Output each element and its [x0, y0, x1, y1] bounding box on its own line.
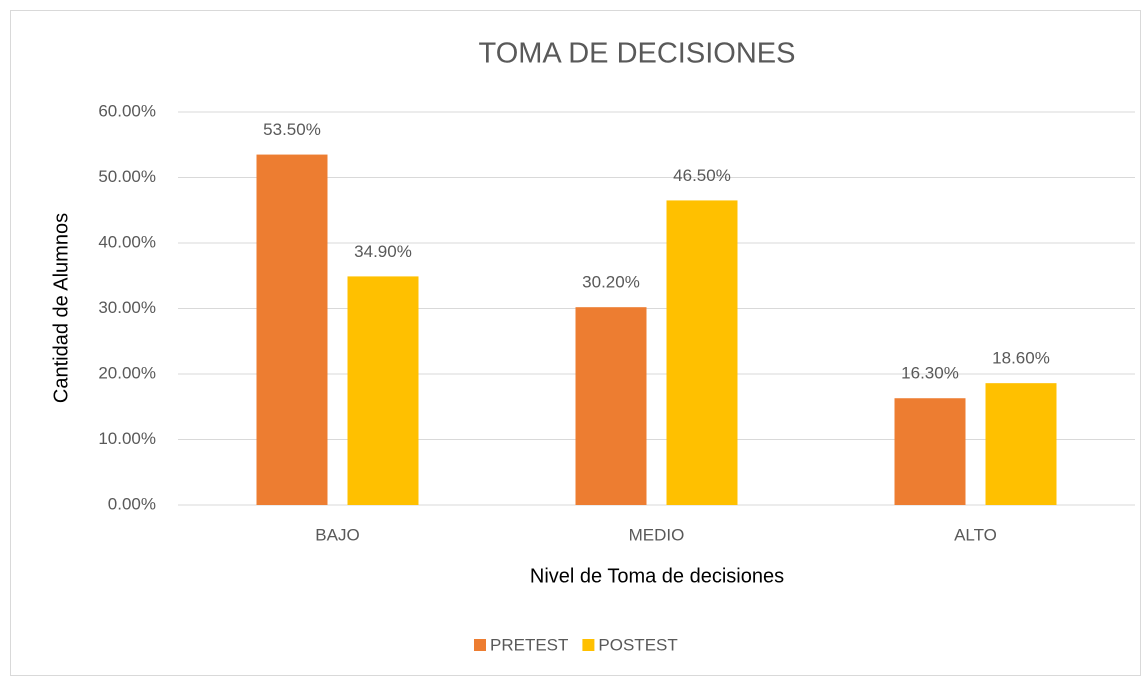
data-label: 53.50%: [263, 120, 321, 139]
data-label: 34.90%: [354, 242, 412, 261]
x-tick-label: MEDIO: [629, 525, 685, 544]
bar: [666, 200, 738, 506]
y-tick-label: 30.00%: [98, 298, 156, 317]
legend-swatch: [474, 639, 486, 651]
legend-swatch: [582, 639, 595, 651]
data-label: 16.30%: [901, 364, 959, 383]
data-label: 18.60%: [992, 349, 1050, 368]
legend-label: POSTEST: [598, 635, 677, 654]
y-tick-label: 10.00%: [98, 429, 156, 448]
y-tick-label: 0.00%: [108, 494, 156, 513]
y-tick-label: 50.00%: [98, 167, 156, 186]
data-label: 46.50%: [673, 166, 731, 185]
bar: [575, 307, 647, 505]
bar: [256, 154, 328, 505]
chart-title: TOMA DE DECISIONES: [479, 38, 796, 70]
bar: [347, 276, 419, 505]
x-axis-label: Nivel de Toma de decisiones: [530, 565, 784, 587]
x-tick-label: BAJO: [315, 525, 359, 544]
bar: [985, 383, 1057, 505]
bar: [894, 398, 966, 505]
y-tick-label: 60.00%: [98, 101, 156, 120]
y-tick-label: 40.00%: [98, 232, 156, 251]
data-label: 30.20%: [582, 273, 640, 292]
y-axis-label: Cantidad de Alumnos: [50, 213, 72, 403]
legend-label: PRETEST: [490, 635, 568, 654]
y-tick-label: 20.00%: [98, 363, 156, 382]
x-tick-label: ALTO: [954, 525, 997, 544]
